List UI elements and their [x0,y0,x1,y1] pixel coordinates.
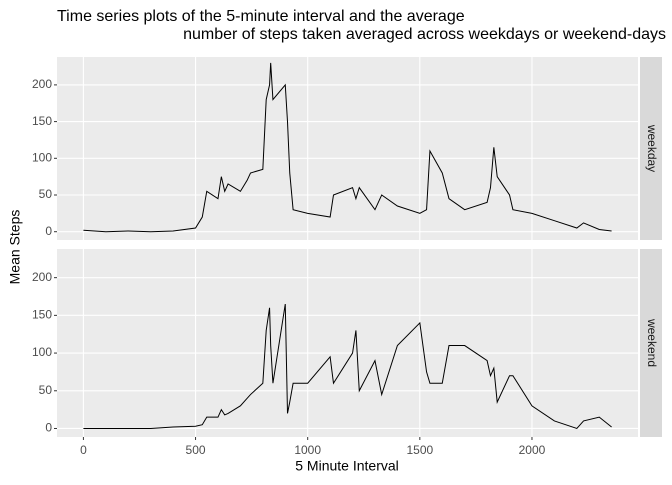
chart-title: number of steps taken averaged across we… [183,26,666,43]
y-tick-label: 150 [32,308,52,322]
x-tick-label: 2000 [519,443,546,457]
y-axis-label: Mean Steps [7,210,23,285]
x-tick-label: 1000 [294,443,321,457]
chart-title: Time series plots of the 5-minute interv… [57,8,465,25]
line [83,62,612,233]
panel-background [57,57,638,240]
x-tick-label: 0 [80,443,87,457]
y-tick-label: 50 [39,383,53,397]
line [83,303,612,430]
y-tick-label: 0 [45,421,52,435]
y-tick-label: 100 [32,150,52,164]
x-axis-label: 5 Minute Interval [295,458,399,474]
panel-background [57,249,638,437]
y-tick-label: 150 [32,114,52,128]
y-tick-label: 0 [45,224,52,238]
x-tick-label: 1500 [406,443,433,457]
strip [640,57,662,240]
y-tick-label: 100 [32,345,52,359]
y-tick-label: 200 [32,270,52,284]
x-tick-label: 500 [186,443,206,457]
strip-label: weekday [645,124,659,172]
y-tick-label: 200 [32,77,52,91]
strip [640,249,662,437]
strip-label: weekend [645,318,659,367]
y-tick-label: 50 [39,187,53,201]
